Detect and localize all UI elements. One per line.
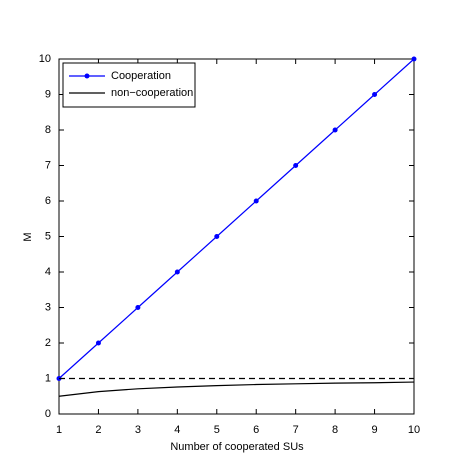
y-tick-label: 0 [45,408,51,420]
legend-label: Cooperation [111,70,171,82]
legend-box [62,62,196,108]
data-point [293,163,299,168]
y-tick-label: 10 [39,53,51,65]
y-axis-title: M [22,232,34,241]
legend-marker [84,73,90,79]
data-point [214,234,220,239]
data-point [253,198,259,204]
x-tick-label: 2 [95,424,101,436]
plot-frame [58,58,415,415]
data-point [174,269,180,275]
data-point [95,340,101,346]
x-tick-label: 6 [253,424,259,436]
x-tick-label: 1 [56,424,62,436]
x-tick-label: 10 [408,424,420,436]
y-tick-label: 9 [45,88,51,100]
data-point [372,92,378,97]
y-tick-label: 3 [45,301,51,313]
y-tick-label: 6 [45,195,51,207]
data-point [332,127,338,133]
y-tick-label: 4 [45,266,51,278]
y-tick-label: 5 [45,230,51,242]
x-tick-label: 5 [214,424,220,436]
data-point [135,305,141,310]
legend-label: non−cooperation [111,87,193,99]
x-tick-label: 4 [174,424,180,436]
y-tick-label: 7 [45,159,51,171]
data-point [411,56,417,62]
x-tick-label: 7 [293,424,299,436]
x-tick-label: 9 [371,424,377,436]
y-tick-label: 1 [45,372,51,384]
x-axis-title: Number of cooperated SUs [170,441,304,453]
y-tick-label: 2 [45,337,51,349]
series-line [58,58,415,379]
series-line [58,381,415,397]
x-tick-label: 8 [332,424,338,436]
x-tick-label: 3 [135,424,141,436]
y-tick-label: 8 [45,124,51,136]
